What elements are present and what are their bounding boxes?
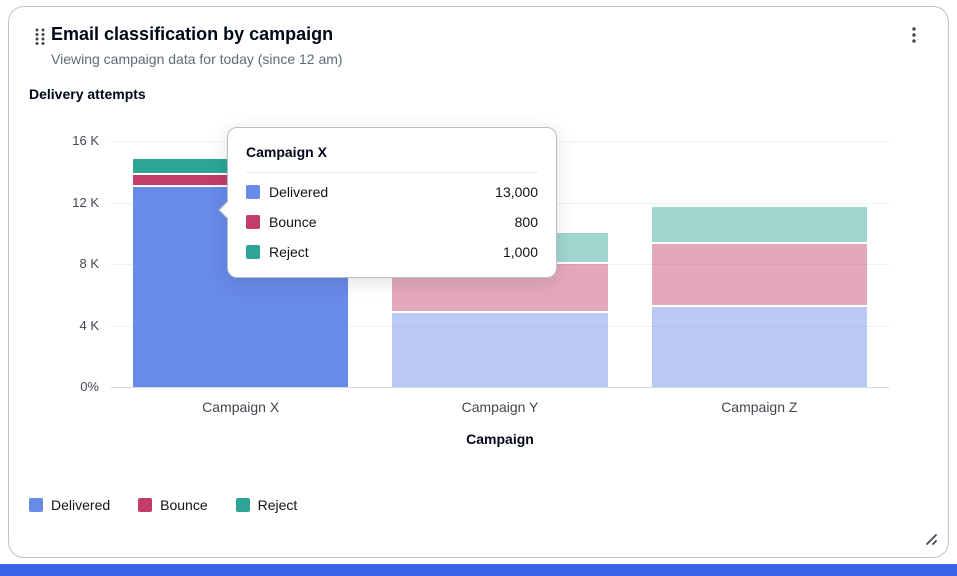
bar-column [630, 141, 889, 387]
tooltip-series-label: Bounce [269, 214, 317, 230]
tooltip-row: Bounce 800 [246, 207, 538, 237]
x-tick-label: Campaign X [202, 399, 280, 415]
legend-color-chip [235, 498, 250, 512]
y-gridline [111, 387, 889, 388]
tooltip-series-chip [246, 215, 260, 229]
drag-indicator-icon[interactable] [29, 21, 51, 48]
bar-segment-reject[interactable] [651, 207, 867, 245]
tooltip-series-value: 800 [514, 214, 538, 230]
tooltip-series-label: Delivered [269, 184, 329, 200]
y-tick-label: 12 K [72, 194, 99, 210]
widget-titles: Email classification by campaign Viewing… [51, 21, 900, 69]
y-axis-labels: 16 K 12 K 8 K 4 K 0% [29, 131, 99, 397]
x-axis-title: Campaign [466, 431, 534, 447]
widget-header: Email classification by campaign Viewing… [29, 21, 928, 69]
bottom-accent-bar [0, 564, 957, 576]
y-tick-label: 16 K [72, 133, 99, 148]
chart-title: Delivery attempts [29, 86, 146, 102]
stacked-bar[interactable] [651, 207, 867, 387]
legend-color-chip [138, 498, 153, 512]
legend-label: Delivered [51, 497, 111, 513]
tooltip-series-label: Reject [269, 244, 309, 260]
y-tick-label: 0% [80, 379, 99, 394]
tooltip-series-chip [246, 185, 260, 199]
bar-segment-delivered[interactable] [651, 307, 867, 387]
x-tick-label: Campaign Y [461, 399, 539, 415]
legend-label: Reject [257, 497, 298, 513]
tooltip-divider [246, 172, 538, 173]
tooltip-title: Campaign X [246, 144, 327, 160]
legend-label: Bounce [160, 497, 208, 513]
page-title: Email classification by campaign [51, 24, 334, 44]
tooltip-series-value: 13,000 [495, 184, 538, 200]
legend-item-bounce[interactable]: Bounce [138, 497, 208, 513]
bar-segment-bounce[interactable] [651, 244, 867, 308]
tooltip-series-value: 1,000 [502, 244, 538, 260]
legend-item-reject[interactable]: Reject [235, 497, 298, 513]
x-axis-labels: Campaign X Campaign Y Campaign Z [111, 397, 889, 417]
tooltip-series-chip [246, 245, 260, 259]
y-gridline [111, 325, 889, 327]
tooltip-rows: Delivered 13,000 Bounce 800 Reject 1,000 [246, 177, 538, 267]
y-tick-label: 8 K [79, 256, 99, 271]
y-tick-label: 4 K [79, 317, 99, 333]
resize-corner-icon[interactable] [922, 530, 938, 549]
page-subtitle: Viewing campaign data for today (since 1… [51, 51, 343, 67]
tooltip-row: Delivered 13,000 [246, 177, 538, 207]
widget-menu-button[interactable] [900, 21, 928, 49]
ellipsis-vertical-icon [912, 27, 916, 43]
chart-tooltip: Campaign X Delivered 13,000 Bounce 800 Rejec… [218, 127, 557, 278]
widget-card: Email classification by campaign Viewing… [8, 6, 949, 558]
x-tick-label: Campaign Z [721, 399, 798, 415]
bar-segment-delivered[interactable] [392, 313, 608, 387]
tooltip-row: Reject 1,000 [246, 237, 538, 267]
legend-color-chip [29, 498, 43, 512]
legend: Delivered Bounce Reject [29, 497, 928, 513]
legend-item-delivered[interactable]: Delivered [29, 497, 110, 513]
